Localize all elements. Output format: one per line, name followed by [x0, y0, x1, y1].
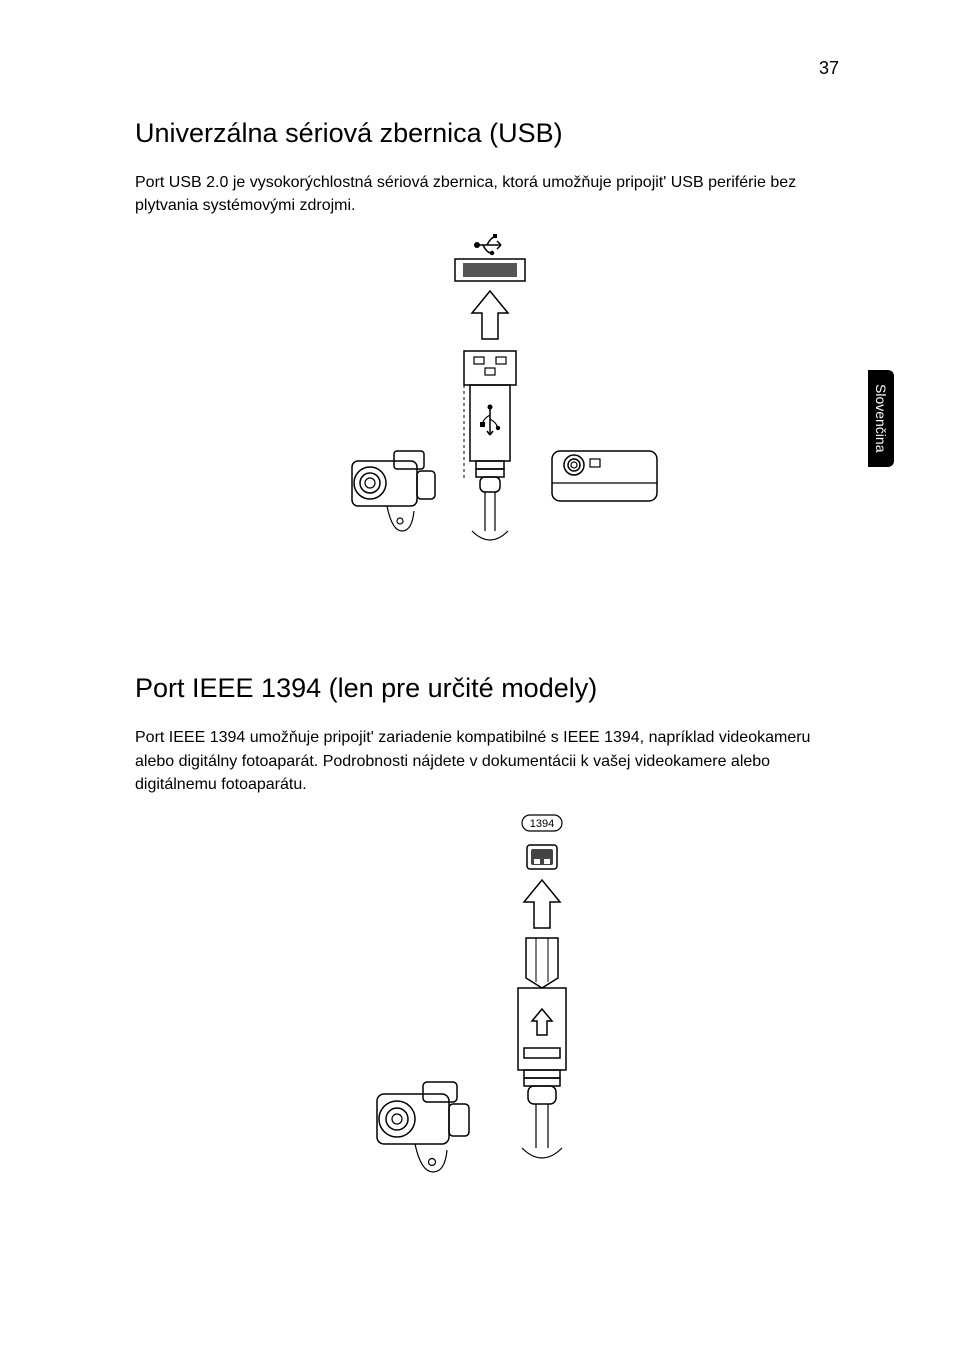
- section-usb: Univerzálna sériová zbernica (USB) Port …: [135, 118, 839, 621]
- ieee1394-heading: Port IEEE 1394 (len pre určité modely): [135, 673, 839, 704]
- usb-illustration-icon: [277, 231, 697, 621]
- language-tab: Slovenčina: [868, 370, 894, 467]
- usb-body-text: Port USB 2.0 je vysokorýchlostná sériová…: [135, 171, 839, 217]
- ieee1394-illustration-icon: 1394: [287, 810, 687, 1240]
- page-content: Univerzálna sériová zbernica (USB) Port …: [0, 0, 954, 1240]
- usb-heading: Univerzálna sériová zbernica (USB): [135, 118, 839, 149]
- svg-text:1394: 1394: [530, 818, 554, 830]
- section-ieee1394: Port IEEE 1394 (len pre určité modely) P…: [135, 673, 839, 1240]
- usb-diagram: [135, 231, 839, 621]
- page-number: 37: [819, 58, 839, 79]
- ieee1394-diagram: 1394: [135, 810, 839, 1240]
- ieee1394-body-text: Port IEEE 1394 umožňuje pripojit' zariad…: [135, 726, 839, 796]
